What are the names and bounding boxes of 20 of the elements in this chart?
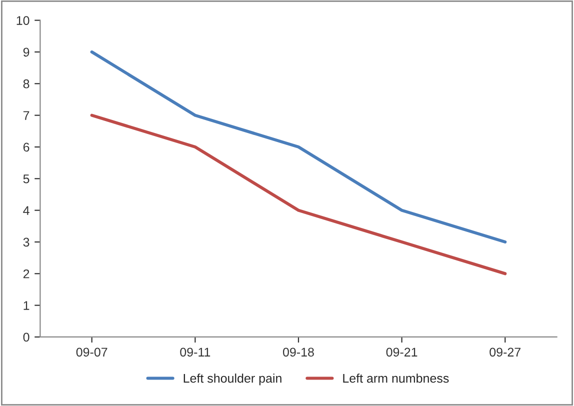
x-tick-label: 09-07 [76,348,108,357]
y-tick-label: 10 [16,16,30,25]
x-tick-label: 09-18 [282,348,314,357]
y-tick-label: 6 [23,142,30,152]
legend-label: Left shoulder pain [184,374,282,386]
y-tick-label: 0 [23,332,30,342]
x-tick-label: 09-11 [180,348,210,357]
x-tick-label: 09-21 [386,348,418,357]
y-tick-label: 7 [23,111,30,120]
y-tick-label: 9 [23,48,30,57]
y-tick-label: 5 [23,174,30,184]
y-tick-label: 3 [23,238,30,247]
y-tick-label: 2 [23,269,30,278]
y-tick-label: 8 [23,79,30,88]
x-tick-label: 09-27 [490,348,520,357]
legend-label: Left arm numbness [343,374,449,383]
y-tick-label: 4 [23,206,30,215]
y-tick-label: 1 [24,301,30,310]
line-series [90,114,507,276]
line-series [90,50,507,244]
